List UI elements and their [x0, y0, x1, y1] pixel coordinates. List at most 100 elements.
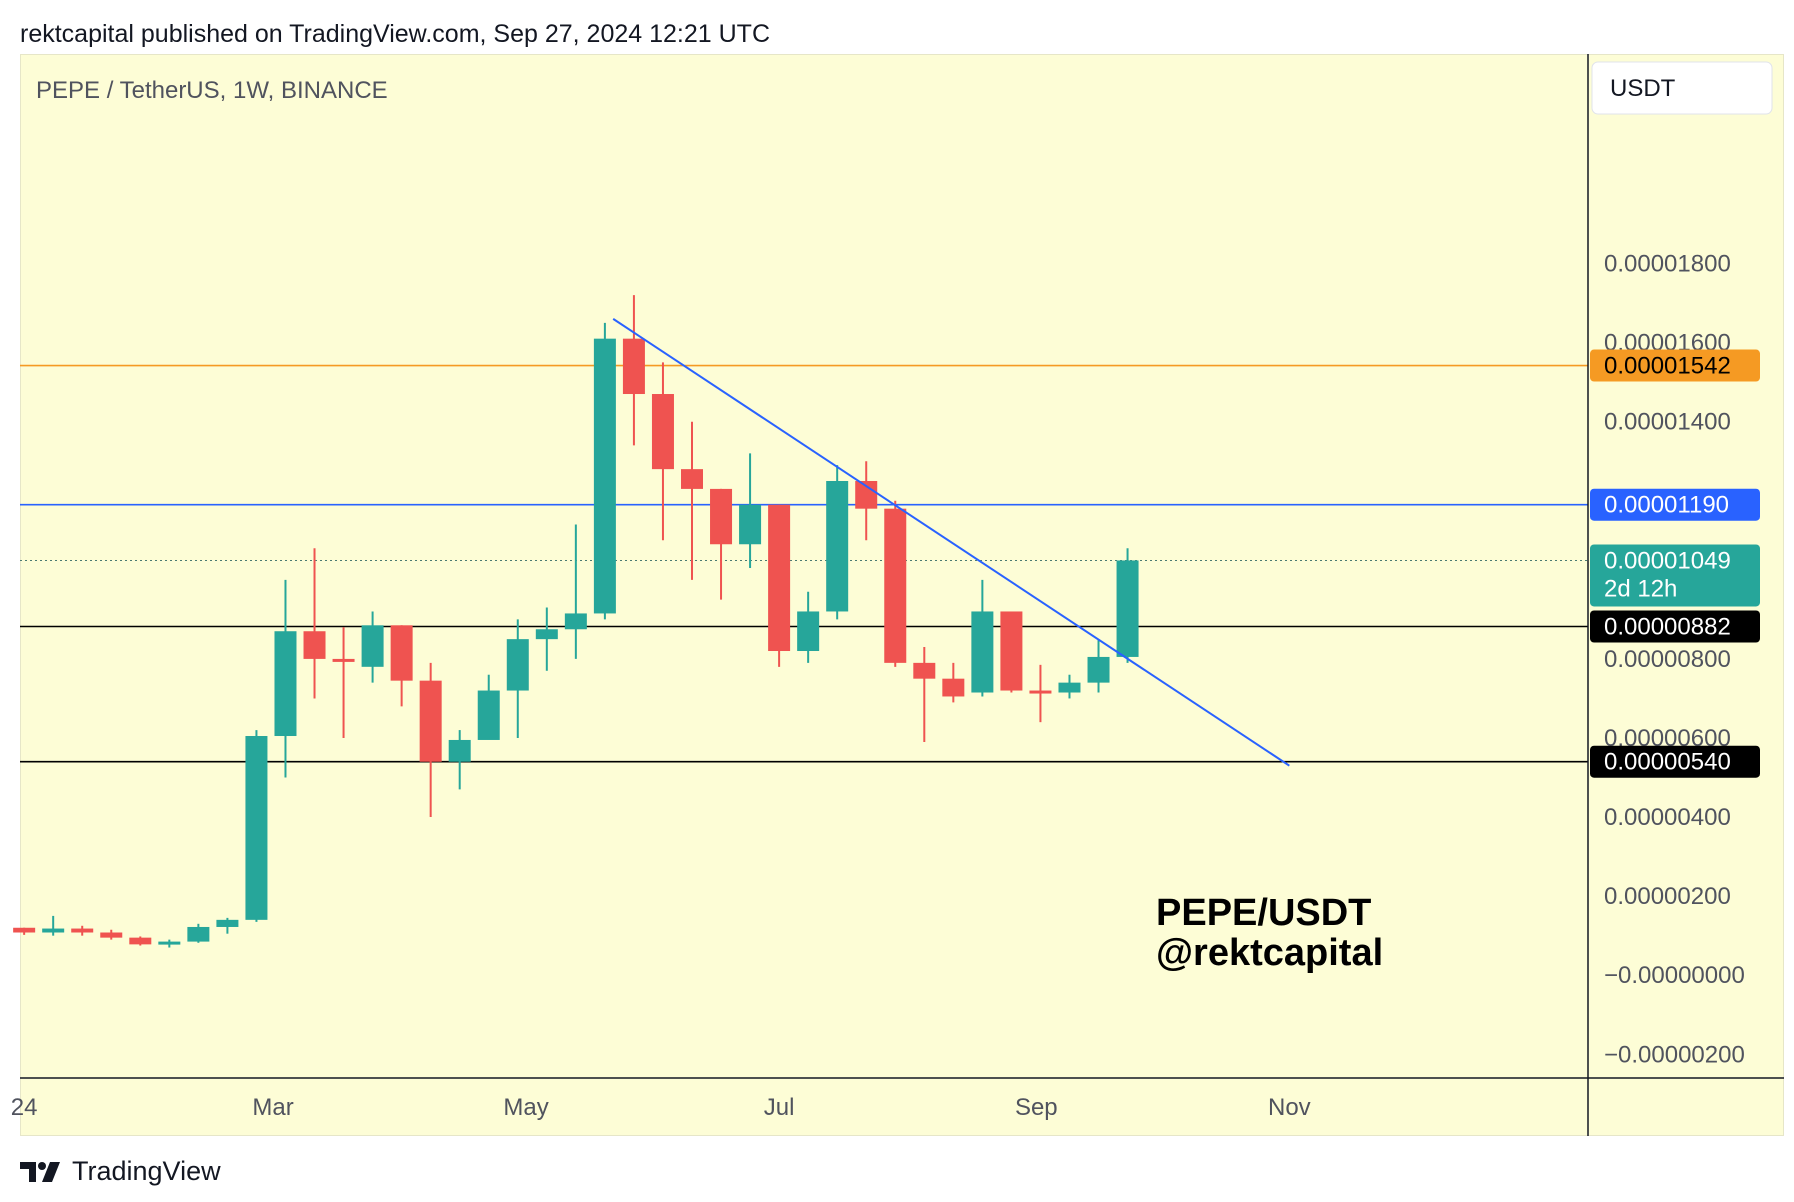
candle-body: [855, 480, 878, 509]
brand-name: TradingView: [72, 1156, 221, 1186]
x-tick-label: 24: [11, 1094, 38, 1121]
footer: TradingView: [20, 1156, 221, 1187]
candle-body: [158, 941, 181, 945]
currency-label: USDT: [1610, 75, 1676, 102]
candle-body: [448, 739, 471, 762]
candle-up: [593, 322, 616, 620]
x-tick-label: May: [503, 1094, 548, 1121]
candle-body: [506, 639, 529, 691]
candle-down: [419, 662, 442, 818]
candle-body: [71, 928, 94, 933]
candle-body: [564, 613, 587, 630]
level-price-badge: 0.00000540: [1590, 745, 1760, 778]
candle-up: [187, 923, 210, 943]
level-price-badge: 0.00000882: [1590, 610, 1760, 643]
candle-body: [1029, 690, 1052, 694]
x-tick-label: Nov: [1268, 1094, 1311, 1121]
chart-title: PEPE / TetherUS, 1W, BINANCE: [36, 77, 388, 104]
candle-down: [390, 625, 413, 707]
price-badge-text: 0.00001190: [1604, 492, 1729, 519]
candle-down: [1000, 611, 1023, 693]
candle-down: [710, 488, 733, 600]
candle-body: [419, 680, 442, 762]
level-price-badge: 0.00001190: [1590, 488, 1760, 521]
price-badge-bg: [1590, 610, 1760, 643]
candle-down: [622, 295, 645, 446]
price-badge-text: 0.00001049: [1604, 547, 1731, 574]
candle-down: [100, 929, 123, 940]
y-tick-label: 0.00000800: [1604, 646, 1731, 673]
candle-down: [1029, 664, 1052, 723]
candle-down: [855, 461, 878, 541]
candle-body: [710, 488, 733, 545]
candle-body: [390, 625, 413, 681]
candle-body: [681, 469, 703, 489]
candle-down: [884, 500, 907, 667]
currency-button[interactable]: USDT: [1591, 61, 1773, 115]
candle-body: [826, 480, 849, 612]
publication-header: rektcapital published on TradingView.com…: [20, 20, 770, 48]
candle-up: [158, 939, 181, 948]
candle-down: [913, 647, 936, 742]
candle-up: [739, 453, 762, 568]
y-tick-label: 0.00001400: [1604, 409, 1731, 436]
candle-body: [593, 338, 616, 614]
candle-down: [942, 662, 965, 703]
candle-up: [535, 607, 558, 671]
price-badge-text: 0.00000882: [1604, 613, 1731, 640]
candle-body: [913, 662, 936, 679]
price-badge-bg: [1590, 349, 1760, 382]
candle-down: [651, 362, 674, 541]
candle-up: [274, 579, 297, 778]
candle-up: [971, 579, 994, 697]
candle-body: [332, 658, 355, 662]
candle-body: [797, 611, 820, 652]
candle-up: [42, 915, 65, 936]
candle-down: [681, 421, 703, 580]
candle-up: [216, 917, 239, 934]
tradingview-logo-icon: [20, 1161, 60, 1182]
y-tick-label: −0.00000000: [1604, 962, 1745, 989]
candle-body: [13, 927, 36, 933]
candle-body: [303, 631, 326, 659]
candle-down: [303, 548, 326, 699]
candle-up: [797, 591, 820, 663]
watermark-pair: PEPE/USDT: [1156, 892, 1371, 934]
candle-body: [739, 504, 762, 545]
candle-up: [826, 465, 849, 620]
candle-up: [1058, 674, 1081, 699]
candle-down: [332, 627, 355, 738]
candle-up: [1087, 639, 1110, 693]
candle-body: [622, 338, 645, 395]
price-badge-bg: [1590, 488, 1760, 521]
candle-up: [564, 524, 587, 659]
candle-body: [1058, 682, 1081, 693]
candle-down: [13, 927, 36, 935]
candle-body: [100, 932, 123, 938]
candle-down: [768, 504, 791, 667]
candle-up: [506, 619, 529, 738]
y-tick-label: −0.00000200: [1604, 1041, 1745, 1068]
candle-body: [651, 394, 674, 470]
candle-body: [129, 937, 152, 945]
price-badge-bg: [1590, 745, 1760, 778]
candle-up: [245, 730, 268, 922]
candle-body: [768, 504, 791, 652]
descending-trendline: [612, 318, 1290, 767]
watermark-author: @rektcapital: [1156, 932, 1383, 974]
y-tick-label: 0.00000400: [1604, 804, 1731, 831]
candle-body: [187, 926, 210, 942]
y-tick-label: 0.00001800: [1604, 251, 1731, 278]
x-tick-label: Sep: [1015, 1094, 1058, 1121]
candle-body: [42, 928, 65, 933]
candle-body: [1116, 560, 1139, 657]
candle-body: [535, 629, 558, 640]
candle-up: [1116, 548, 1139, 663]
candle-up: [361, 611, 384, 683]
candle-body: [361, 625, 384, 667]
candle-body: [1087, 656, 1110, 683]
candle-body: [884, 508, 907, 663]
candle-body: [1000, 611, 1023, 691]
